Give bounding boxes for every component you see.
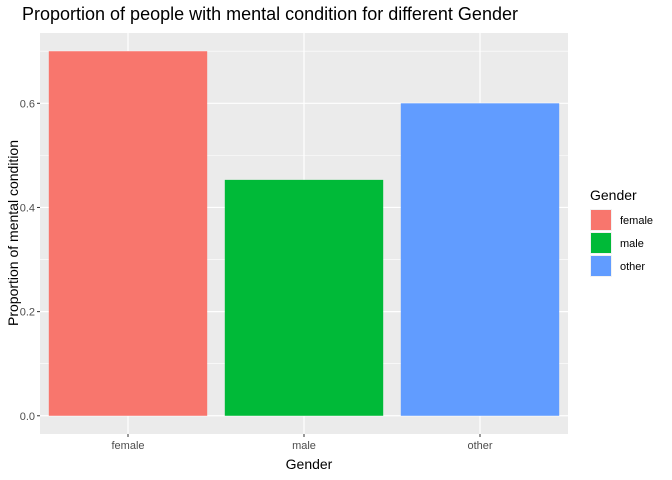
y-tick-label: 0.2 xyxy=(20,307,35,319)
x-tick-label: female xyxy=(111,440,144,452)
legend-label-male: male xyxy=(620,238,644,250)
legend-swatch-male xyxy=(591,233,611,253)
x-tick-label: male xyxy=(292,440,316,452)
legend-label-female: female xyxy=(620,215,653,227)
bar-male xyxy=(224,179,384,416)
bar-other xyxy=(400,103,560,416)
x-axis-title: Gender xyxy=(286,456,333,472)
legend: Gender female male other xyxy=(590,187,653,277)
bars xyxy=(48,51,560,416)
bar-female xyxy=(48,51,208,416)
x-tick-label: other xyxy=(467,440,492,452)
y-axis-ticks: 0.0 0.2 0.4 0.6 xyxy=(20,98,40,423)
y-tick-label: 0.4 xyxy=(20,202,35,214)
y-axis-title: Proportion of mental condition xyxy=(5,140,21,326)
y-tick-label: 0.0 xyxy=(20,411,35,423)
legend-title: Gender xyxy=(590,187,637,203)
chart-title: Proportion of people with mental conditi… xyxy=(22,4,518,24)
y-tick-label: 0.6 xyxy=(20,98,35,110)
legend-label-other: other xyxy=(620,261,645,273)
legend-swatch-female xyxy=(591,210,611,230)
legend-swatch-other xyxy=(591,256,611,276)
x-axis-ticks: female male other xyxy=(111,434,493,452)
